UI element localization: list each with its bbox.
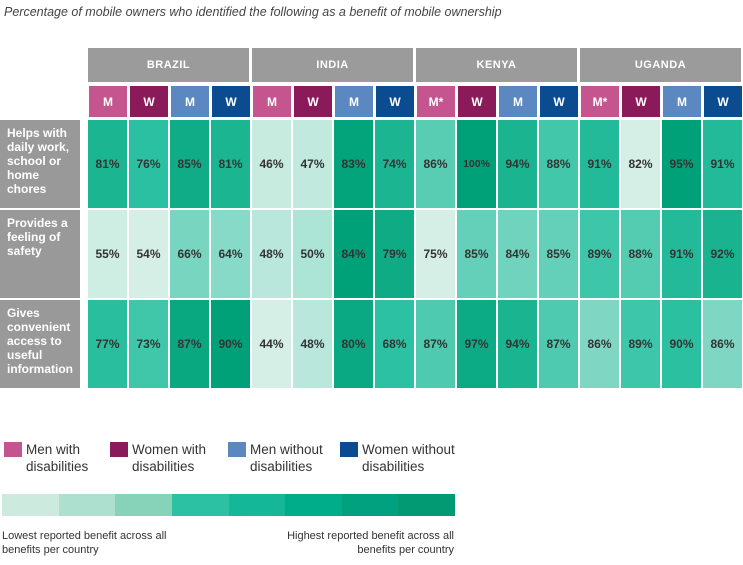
group-header: M*	[417, 86, 455, 117]
heatmap-cell: 91%	[703, 120, 742, 208]
row-label: Helps with daily work, school or home ch…	[0, 120, 80, 208]
heatmap-cell: 73%	[129, 300, 168, 388]
scale-segment	[115, 494, 172, 516]
heatmap-cell: 47%	[293, 120, 332, 208]
group-header: M	[89, 86, 127, 117]
country-header-brazil: BRAZIL	[88, 48, 249, 82]
heatmap-cell: 85%	[170, 120, 209, 208]
heatmap-cell: 76%	[129, 120, 168, 208]
heatmap-cell: 83%	[334, 120, 373, 208]
group-header: M*	[581, 86, 619, 117]
heatmap-cell: 90%	[662, 300, 701, 388]
heatmap-cell: 48%	[293, 300, 332, 388]
legend-label: Men without disabilities	[250, 442, 323, 474]
heatmap-cell: 80%	[334, 300, 373, 388]
chart-subtitle: Percentage of mobile owners who identifi…	[4, 5, 502, 19]
country-header-uganda: UGANDA	[580, 48, 741, 82]
legend-swatch	[340, 442, 358, 457]
heatmap-cell: 79%	[375, 210, 414, 298]
row-label: Gives convenient access to useful inform…	[0, 300, 80, 388]
group-header: W	[622, 86, 660, 117]
heatmap-cell: 89%	[580, 210, 619, 298]
group-header: M	[335, 86, 373, 117]
heatmap-cell: 86%	[416, 120, 455, 208]
heatmap-cell: 92%	[703, 210, 742, 298]
heatmap-cell: 86%	[580, 300, 619, 388]
heatmap-cell: 84%	[498, 210, 537, 298]
heatmap-cell: 81%	[211, 120, 250, 208]
heatmap-cell: 85%	[539, 210, 578, 298]
heatmap-cell: 81%	[88, 120, 127, 208]
legend-item: Men without disabilities	[228, 441, 336, 481]
heatmap-cell: 88%	[539, 120, 578, 208]
heatmap-cell: 90%	[211, 300, 250, 388]
heatmap-cell: 55%	[88, 210, 127, 298]
heatmap-cell: 89%	[621, 300, 660, 388]
heatmap-cell: 82%	[621, 120, 660, 208]
group-header: M	[663, 86, 701, 117]
scale-high-label: Highest reported benefit across all bene…	[287, 530, 454, 556]
heatmap-cell: 46%	[252, 120, 291, 208]
group-header: M	[171, 86, 209, 117]
country-header-india: INDIA	[252, 48, 413, 82]
group-header: W	[704, 86, 742, 117]
heatmap-cell: 84%	[334, 210, 373, 298]
heatmap-cell: 48%	[252, 210, 291, 298]
legend-item: Women with disabilities	[110, 441, 220, 481]
legend-label: Women without disabilities	[362, 442, 455, 474]
row-label: Provides a feeling of safety	[0, 210, 80, 298]
scale-segment	[285, 494, 342, 516]
heatmap-cell: 68%	[375, 300, 414, 388]
country-header-kenya: KENYA	[416, 48, 577, 82]
group-header: W	[376, 86, 414, 117]
heatmap-cell: 77%	[88, 300, 127, 388]
scale-segment	[342, 494, 398, 516]
heatmap-cell: 74%	[375, 120, 414, 208]
group-header: W	[294, 86, 332, 117]
scale-segment	[172, 494, 229, 516]
group-header: W	[130, 86, 168, 117]
legend-swatch	[110, 442, 128, 457]
scale-segment	[2, 494, 59, 516]
legend-label: Men with disabilities	[26, 442, 89, 474]
heatmap-cell: 64%	[211, 210, 250, 298]
heatmap-cell: 50%	[293, 210, 332, 298]
group-header: M	[499, 86, 537, 117]
heatmap-cell: 87%	[416, 300, 455, 388]
scale-segment	[229, 494, 285, 516]
heatmap-cell: 87%	[539, 300, 578, 388]
legend-label: Women with disabilities	[132, 442, 207, 474]
heatmap-cell: 94%	[498, 300, 537, 388]
heatmap-cell: 100%	[457, 120, 496, 208]
group-header: W	[212, 86, 250, 117]
legend-item: Women without disabilities	[340, 441, 460, 481]
heatmap-cell: 87%	[170, 300, 209, 388]
scale-low-label: Lowest reported benefit across all benef…	[2, 530, 167, 556]
legend-item: Men with disabilities	[4, 441, 104, 481]
heatmap-cell: 75%	[416, 210, 455, 298]
heatmap-cell: 44%	[252, 300, 291, 388]
heatmap-cell: 54%	[129, 210, 168, 298]
heatmap-cell: 91%	[580, 120, 619, 208]
scale-segment	[59, 494, 115, 516]
legend-swatch	[228, 442, 246, 457]
heatmap-cell: 88%	[621, 210, 660, 298]
group-header: M	[253, 86, 291, 117]
group-header: W	[540, 86, 578, 117]
heatmap-cell: 85%	[457, 210, 496, 298]
heatmap-cell: 91%	[662, 210, 701, 298]
group-header: W	[458, 86, 496, 117]
heatmap-cell: 97%	[457, 300, 496, 388]
heatmap-cell: 86%	[703, 300, 742, 388]
legend-swatch	[4, 442, 22, 457]
heatmap-cell: 94%	[498, 120, 537, 208]
heatmap-cell: 95%	[662, 120, 701, 208]
heatmap-cell: 66%	[170, 210, 209, 298]
scale-segment	[398, 494, 455, 516]
